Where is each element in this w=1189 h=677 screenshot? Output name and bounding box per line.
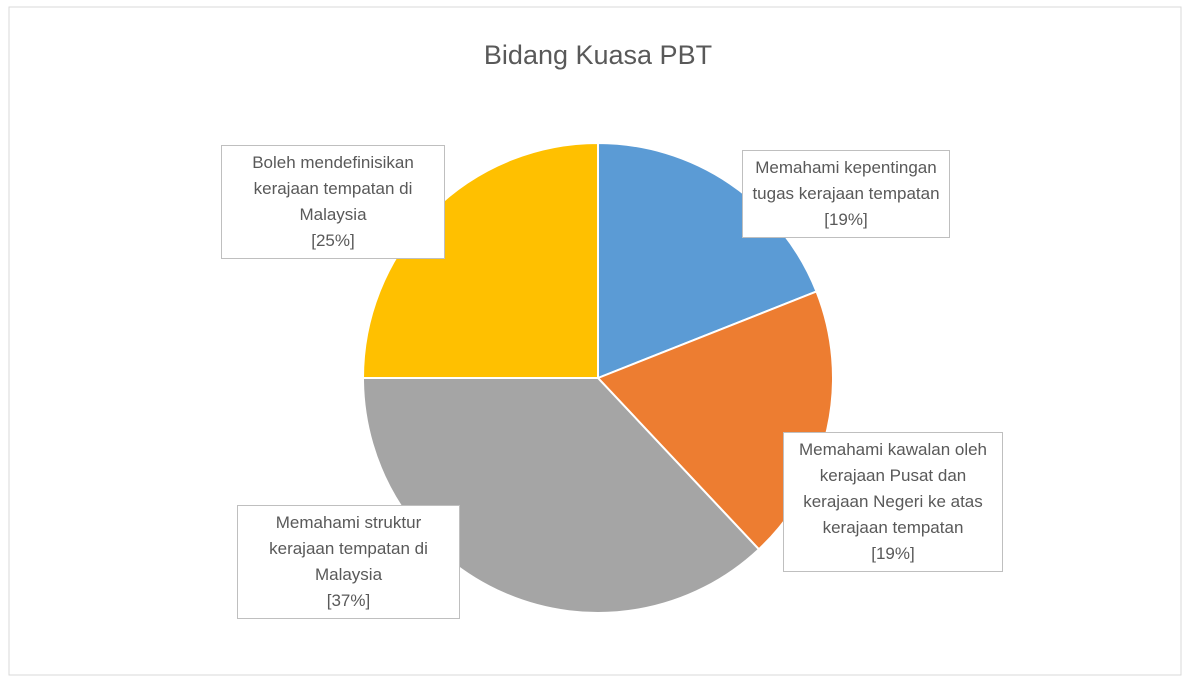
label-value: [19%] [824,210,868,229]
chart-title: Bidang Kuasa PBT [484,40,712,70]
pie-slice [361,377,761,614]
data-label: Boleh mendefinisikan kerajaan tempatan d… [221,145,445,259]
label-category: Memahami kepentingan tugas kerajaan temp… [752,158,940,203]
label-category: Memahami struktur kerajaan tempatan di M… [269,513,428,584]
label-category: Memahami kawalan oleh kerajaan Pusat dan… [798,440,988,537]
pie-slice [597,141,818,380]
data-label: Memahami kawalan oleh kerajaan Pusat dan… [783,432,1003,572]
pie-slice [596,290,834,551]
data-label: Memahami kepentingan tugas kerajaan temp… [742,150,950,238]
label-value: [37%] [326,591,371,610]
chart-border [8,6,1182,676]
label-value: [25%] [311,231,355,250]
data-label: Memahami struktur kerajaan tempatan di M… [237,505,460,619]
label-category: Boleh mendefinisikan kerajaan tempatan d… [252,153,414,224]
label-value: [19%] [871,544,915,563]
